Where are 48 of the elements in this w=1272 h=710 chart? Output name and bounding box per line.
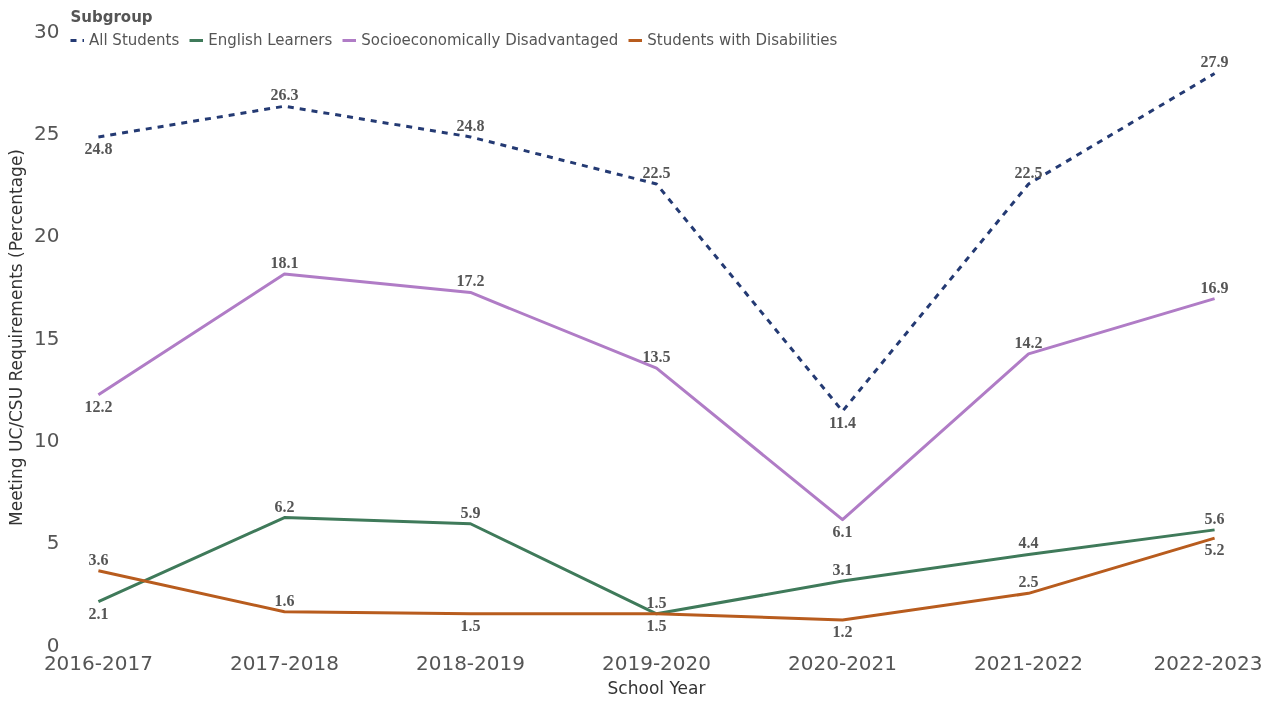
data-label: 1.5: [646, 616, 667, 634]
data-label: 22.5: [1014, 164, 1043, 181]
y-tick-label: 10: [34, 427, 60, 452]
legend-label: English Learners: [208, 31, 333, 49]
data-label: 13.5: [642, 348, 671, 366]
data-label: 27.9: [1200, 53, 1229, 71]
y-tick-label: 15: [34, 325, 60, 350]
data-label: 5.2: [1204, 541, 1225, 559]
data-label: 17.2: [456, 272, 485, 290]
legend-title: Subgroup: [70, 7, 153, 26]
data-label: 6.2: [274, 497, 295, 515]
x-tick-label: 2022-2023: [1153, 650, 1263, 675]
data-label: 26.3: [270, 86, 299, 104]
data-label: 18.1: [270, 254, 299, 272]
data-label: 22.5: [642, 164, 671, 181]
x-axis-title: School Year: [607, 677, 706, 698]
data-label: 1.6: [274, 591, 295, 609]
y-tick-label: 0: [46, 632, 60, 657]
y-tick-label: 20: [34, 223, 60, 248]
data-label: 5.6: [1204, 509, 1225, 527]
y-tick-label: 25: [34, 120, 60, 145]
data-label: 12.2: [84, 397, 113, 415]
data-label: 24.8: [456, 116, 485, 134]
legend-label: All Students: [89, 31, 180, 49]
legend-label: Students with Disabilities: [647, 31, 838, 49]
data-label: 16.9: [1200, 278, 1229, 296]
y-tick-label: 5: [46, 530, 60, 555]
data-label: 11.4: [828, 414, 857, 432]
legend-label: Socioeconomically Disadvantaged: [361, 31, 619, 49]
data-label: 5.9: [460, 503, 481, 521]
data-label: 3.1: [832, 561, 853, 579]
data-label: 3.6: [88, 550, 109, 568]
data-label: 24.8: [84, 139, 113, 157]
x-tick-label: 2018-2019: [415, 650, 525, 675]
data-label: 2.1: [88, 604, 109, 622]
data-label: 1.2: [832, 622, 853, 640]
x-tick-label: 2020-2021: [788, 650, 898, 675]
x-tick-label: 2021-2022: [974, 650, 1084, 675]
data-label: 2.5: [1018, 573, 1039, 591]
data-label: 4.4: [1018, 534, 1039, 552]
data-label: 14.2: [1014, 333, 1043, 351]
x-tick-label: 2017-2018: [229, 650, 339, 675]
x-tick-label: 2019-2020: [601, 650, 712, 675]
data-label: 1.5: [460, 616, 481, 634]
data-label: 6.1: [832, 522, 853, 540]
data-label: 1.5: [646, 593, 667, 611]
y-tick-label: 30: [34, 18, 60, 43]
y-axis-title: Meeting UC/CSU Requirements (Percentage): [6, 149, 27, 526]
